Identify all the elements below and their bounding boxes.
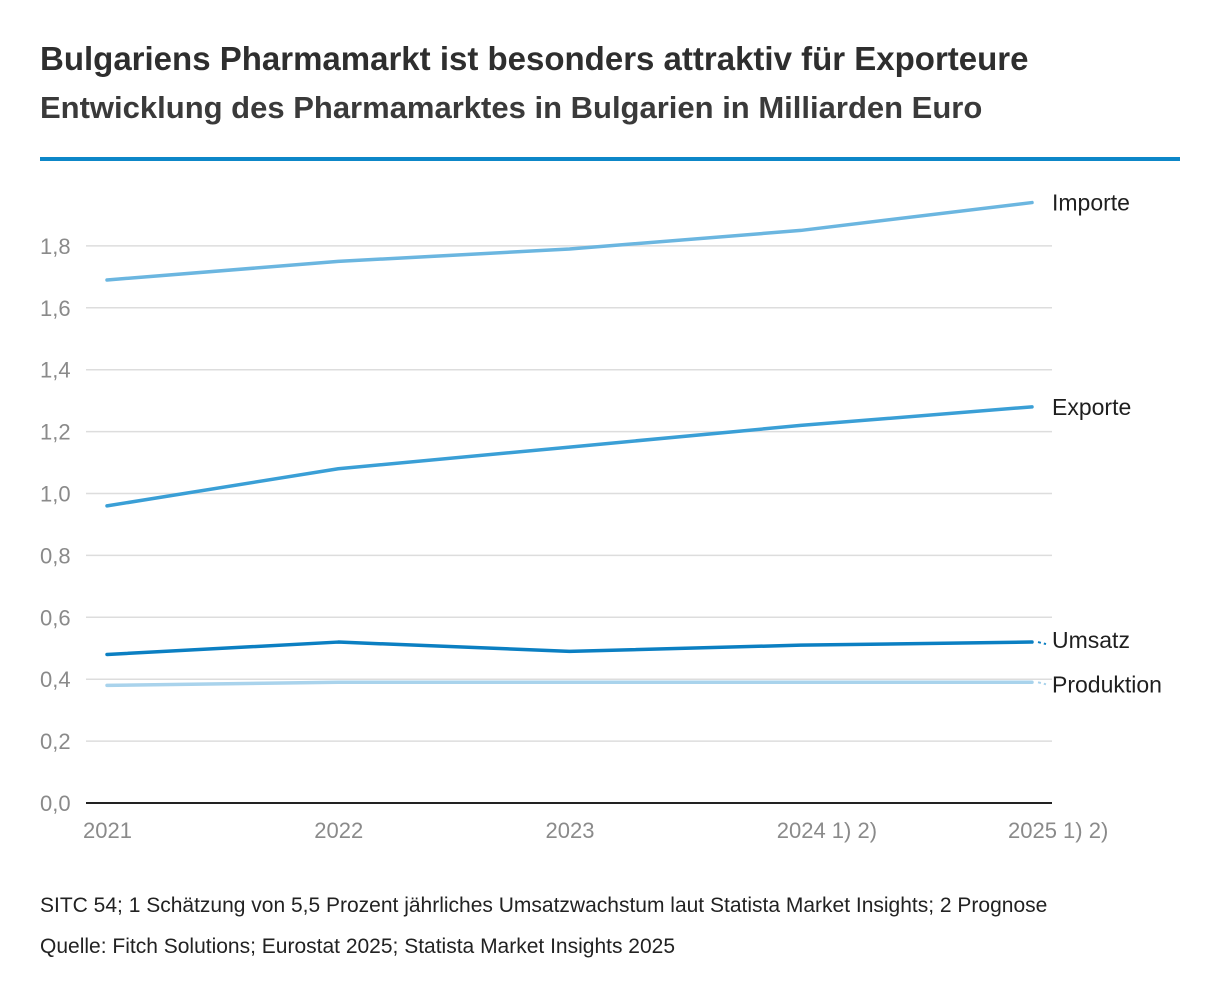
series-label-exporte: Exporte <box>1052 394 1131 420</box>
series-leader-umsatz <box>1037 641 1047 646</box>
y-tick-label: 0,6 <box>40 605 71 630</box>
x-tick-label: 2025 1) 2) <box>1008 818 1108 843</box>
series-label-produktion: Produktion <box>1052 671 1162 697</box>
chart-title: Bulgariens Pharmamarkt ist besonders att… <box>40 40 1029 77</box>
series-label-umsatz: Umsatz <box>1052 627 1130 653</box>
x-tick-label: 2022 <box>314 818 363 843</box>
y-tick-label: 1,6 <box>40 296 71 321</box>
y-tick-label: 1,4 <box>40 358 71 383</box>
series-line-exporte <box>105 405 1034 508</box>
x-tick-label: 2021 <box>83 818 132 843</box>
footnote: SITC 54; 1 Schätzung von 5,5 Prozent jäh… <box>40 894 1048 917</box>
y-tick-label: 0,0 <box>40 791 71 816</box>
y-tick-label: 0,8 <box>40 543 71 568</box>
title-divider <box>40 157 1180 161</box>
y-tick-label: 1,2 <box>40 420 71 445</box>
y-tick-label: 1,8 <box>40 234 71 259</box>
series-label-importe: Importe <box>1052 190 1130 216</box>
x-tick-label: 2024 1) 2) <box>777 818 877 843</box>
series-line-umsatz <box>105 640 1034 657</box>
y-tick-label: 0,2 <box>40 729 71 754</box>
source-note: Quelle: Fitch Solutions; Eurostat 2025; … <box>40 935 676 958</box>
series-leader-produktion <box>1037 681 1047 686</box>
x-tick-label: 2023 <box>546 818 595 843</box>
series-line-importe <box>105 200 1034 282</box>
y-tick-label: 0,4 <box>40 667 71 692</box>
y-tick-label: 1,0 <box>40 482 71 507</box>
chart-subtitle: Entwicklung des Pharmamarktes in Bulgari… <box>40 90 983 125</box>
series-line-produktion <box>105 680 1034 688</box>
